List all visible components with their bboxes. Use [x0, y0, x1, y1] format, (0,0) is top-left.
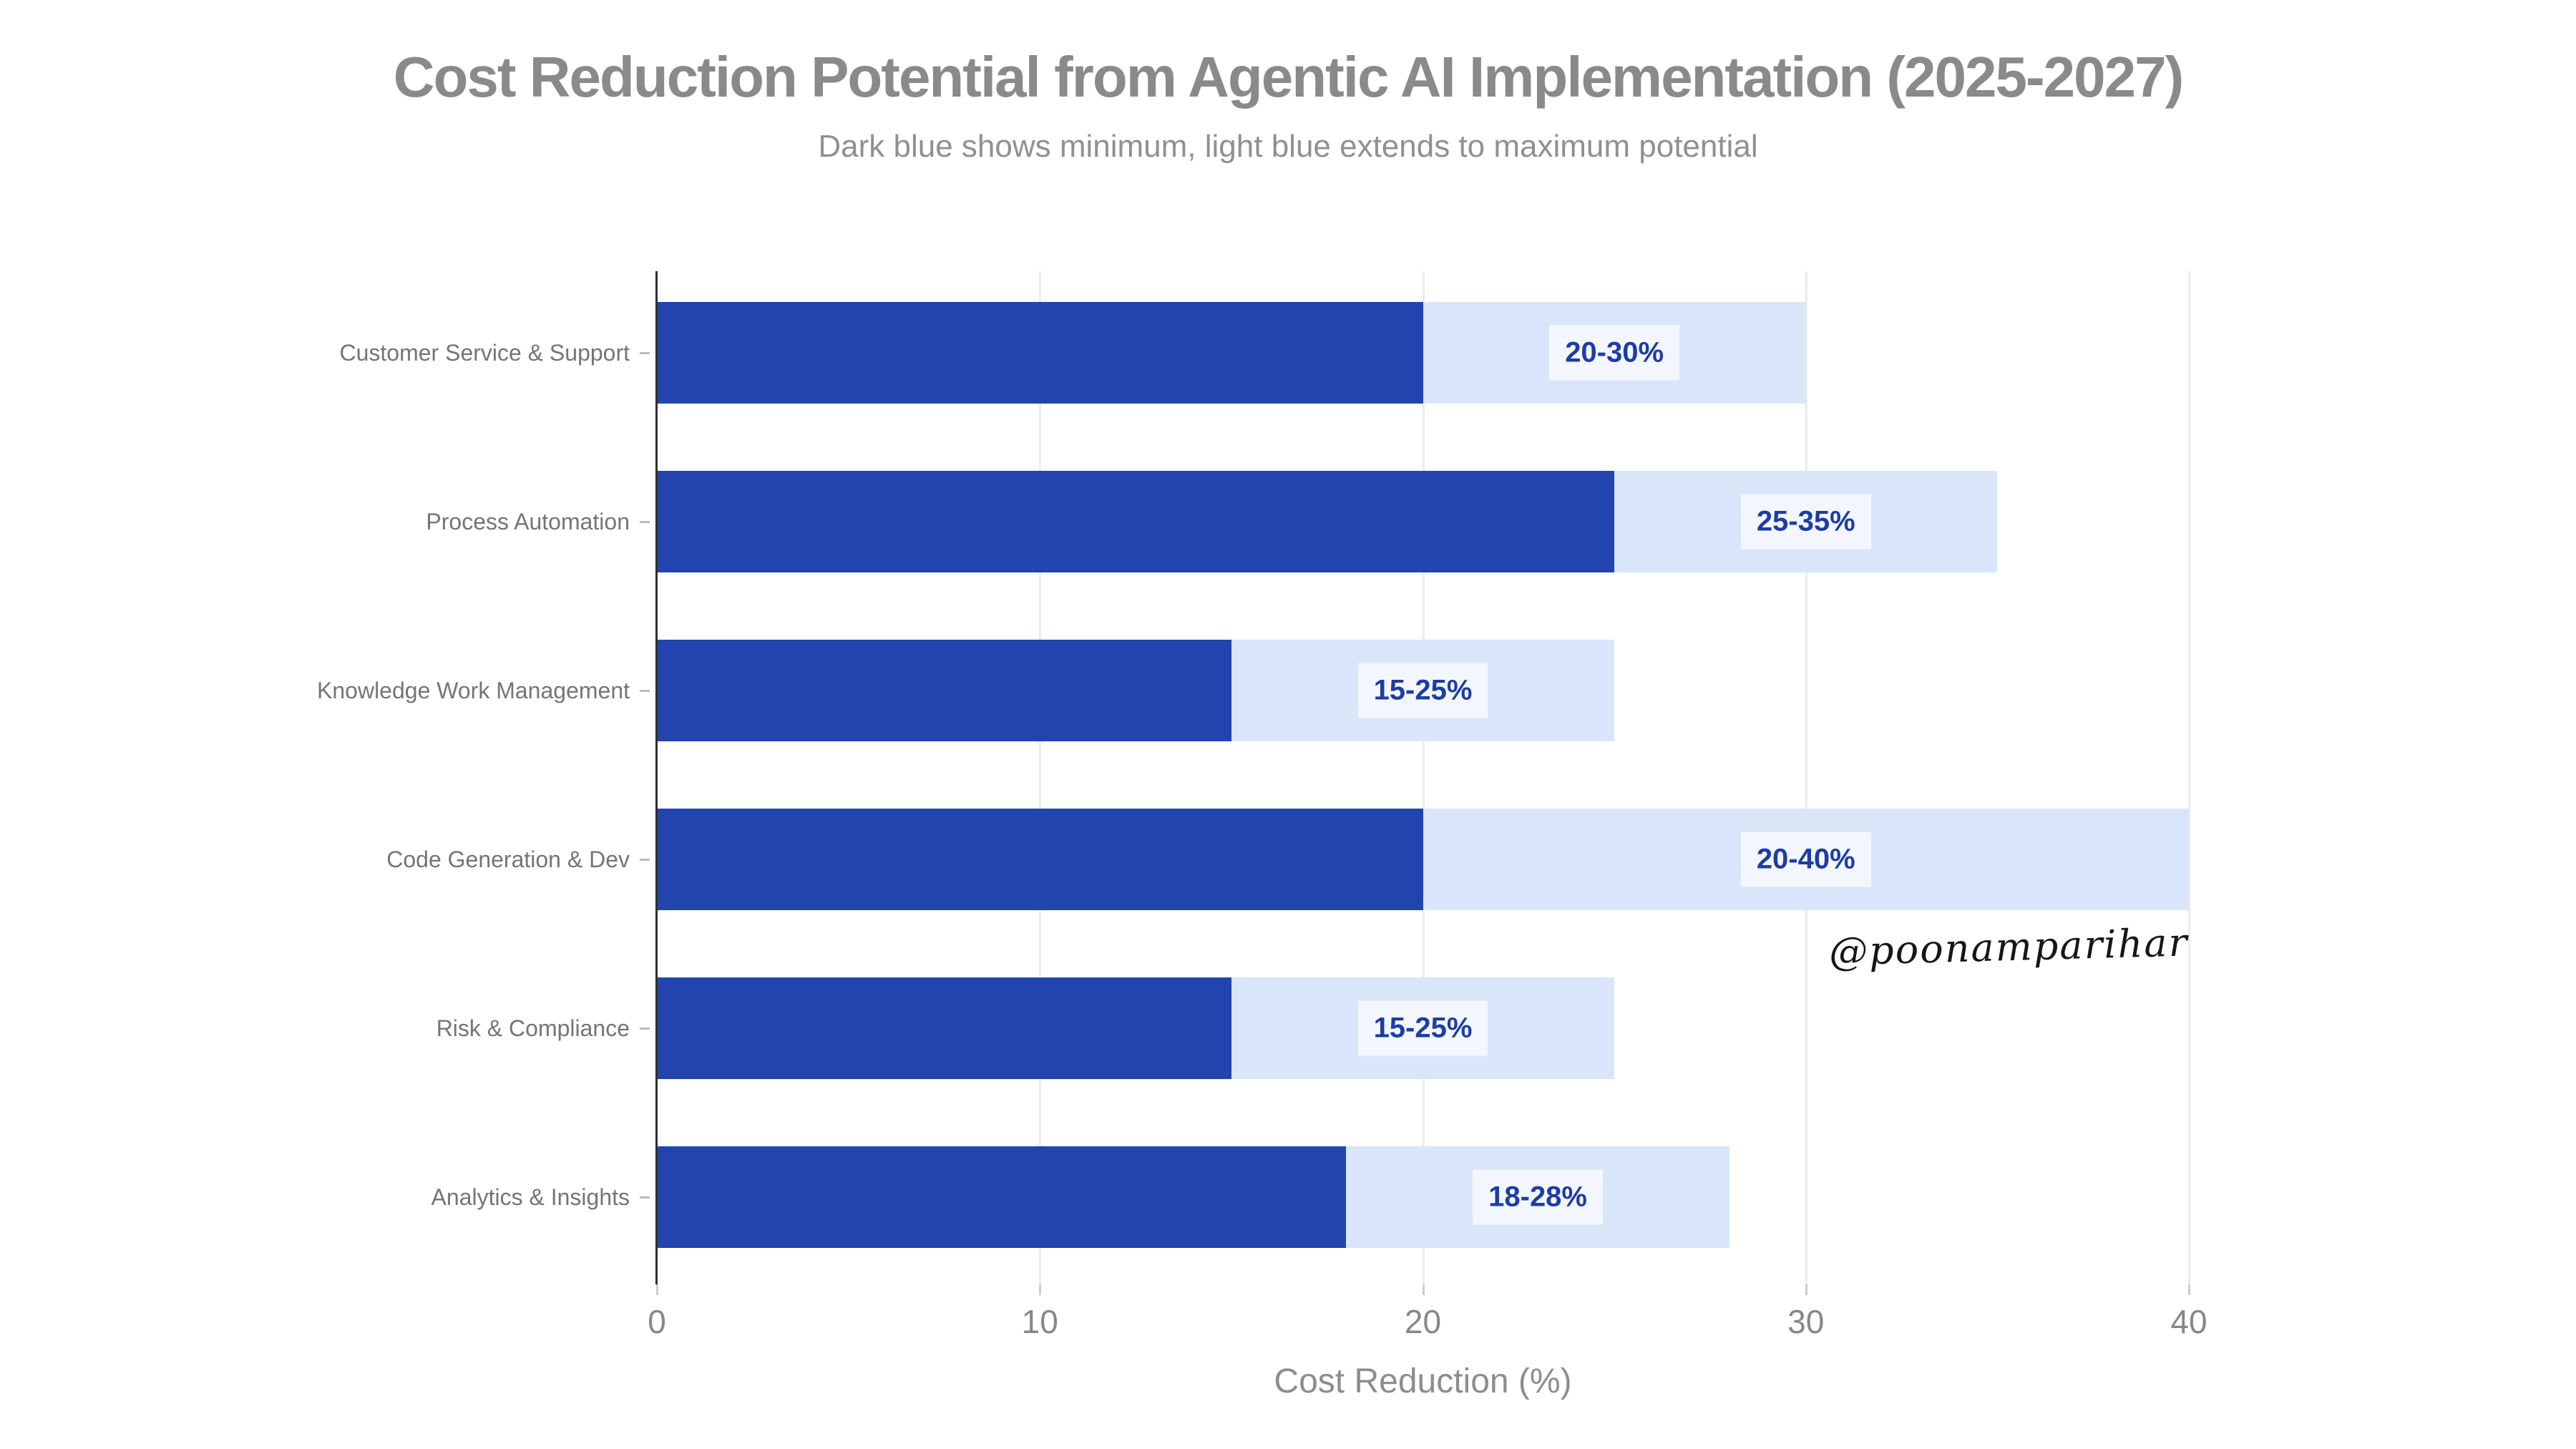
y-tick: [640, 352, 650, 354]
bar-min-segment: [657, 471, 1615, 572]
category-label: Code Generation & Dev: [386, 846, 630, 872]
y-tick: [640, 859, 650, 861]
chart-subtitle: Dark blue shows minimum, light blue exte…: [818, 129, 1758, 164]
bar-row: 20-30%: [657, 302, 2189, 404]
category-label: Analytics & Insights: [431, 1184, 630, 1210]
category-label: Process Automation: [426, 508, 630, 535]
bar-row: 25-35%: [657, 471, 2189, 572]
x-tick: [1039, 1284, 1042, 1295]
gridline: [1805, 271, 1807, 1284]
bar-range-label: 18-28%: [1473, 1169, 1603, 1225]
x-tick: [2188, 1284, 2190, 1295]
bar-range-label: 15-25%: [1357, 1000, 1488, 1056]
x-axis-title: Cost Reduction (%): [1274, 1362, 1572, 1400]
x-tick-label: 10: [1021, 1303, 1058, 1340]
y-tick: [640, 1196, 650, 1199]
gridline: [1422, 271, 1425, 1284]
bar-min-segment: [657, 809, 1423, 910]
y-axis-line: [655, 271, 658, 1284]
chart-title: Cost Reduction Potential from Agentic AI…: [393, 45, 2185, 109]
x-tick-label: 40: [2170, 1303, 2207, 1340]
bar-row: 18-28%: [657, 1146, 2189, 1248]
x-tick-label: 0: [648, 1303, 666, 1340]
y-tick: [640, 1028, 650, 1030]
bar-row: 15-25%: [657, 977, 2189, 1079]
x-tick: [1422, 1284, 1425, 1295]
y-tick: [640, 521, 650, 523]
plot-area: 20-30% 25-35% 15-25% 20-40% 15-25% 18-28%: [655, 271, 2190, 1284]
bar-min-segment: [657, 977, 1231, 1079]
category-label: Risk & Compliance: [436, 1015, 630, 1041]
bar-range-label: 15-25%: [1357, 663, 1488, 718]
y-tick: [640, 690, 650, 692]
bar-min-segment: [657, 640, 1231, 741]
x-tick-label: 30: [1787, 1303, 1825, 1340]
bar-min-segment: [657, 1146, 1347, 1248]
bar-range-label: 20-30%: [1549, 325, 1680, 381]
watermark-signature: @poonamparihar: [1828, 919, 2190, 975]
gridline: [1039, 271, 1042, 1284]
x-tick: [1805, 1284, 1807, 1295]
category-label: Customer Service & Support: [339, 339, 630, 366]
x-tick: [656, 1284, 658, 1295]
gridline: [2188, 271, 2190, 1284]
bar-range-label: 20-40%: [1740, 831, 1871, 887]
bar-min-segment: [657, 302, 1423, 404]
bar-row: 20-40%: [657, 809, 2189, 910]
x-tick-label: 20: [1404, 1303, 1442, 1340]
category-label: Knowledge Work Management: [317, 677, 630, 703]
bar-range-label: 25-35%: [1740, 494, 1871, 550]
bar-row: 15-25%: [657, 640, 2189, 741]
